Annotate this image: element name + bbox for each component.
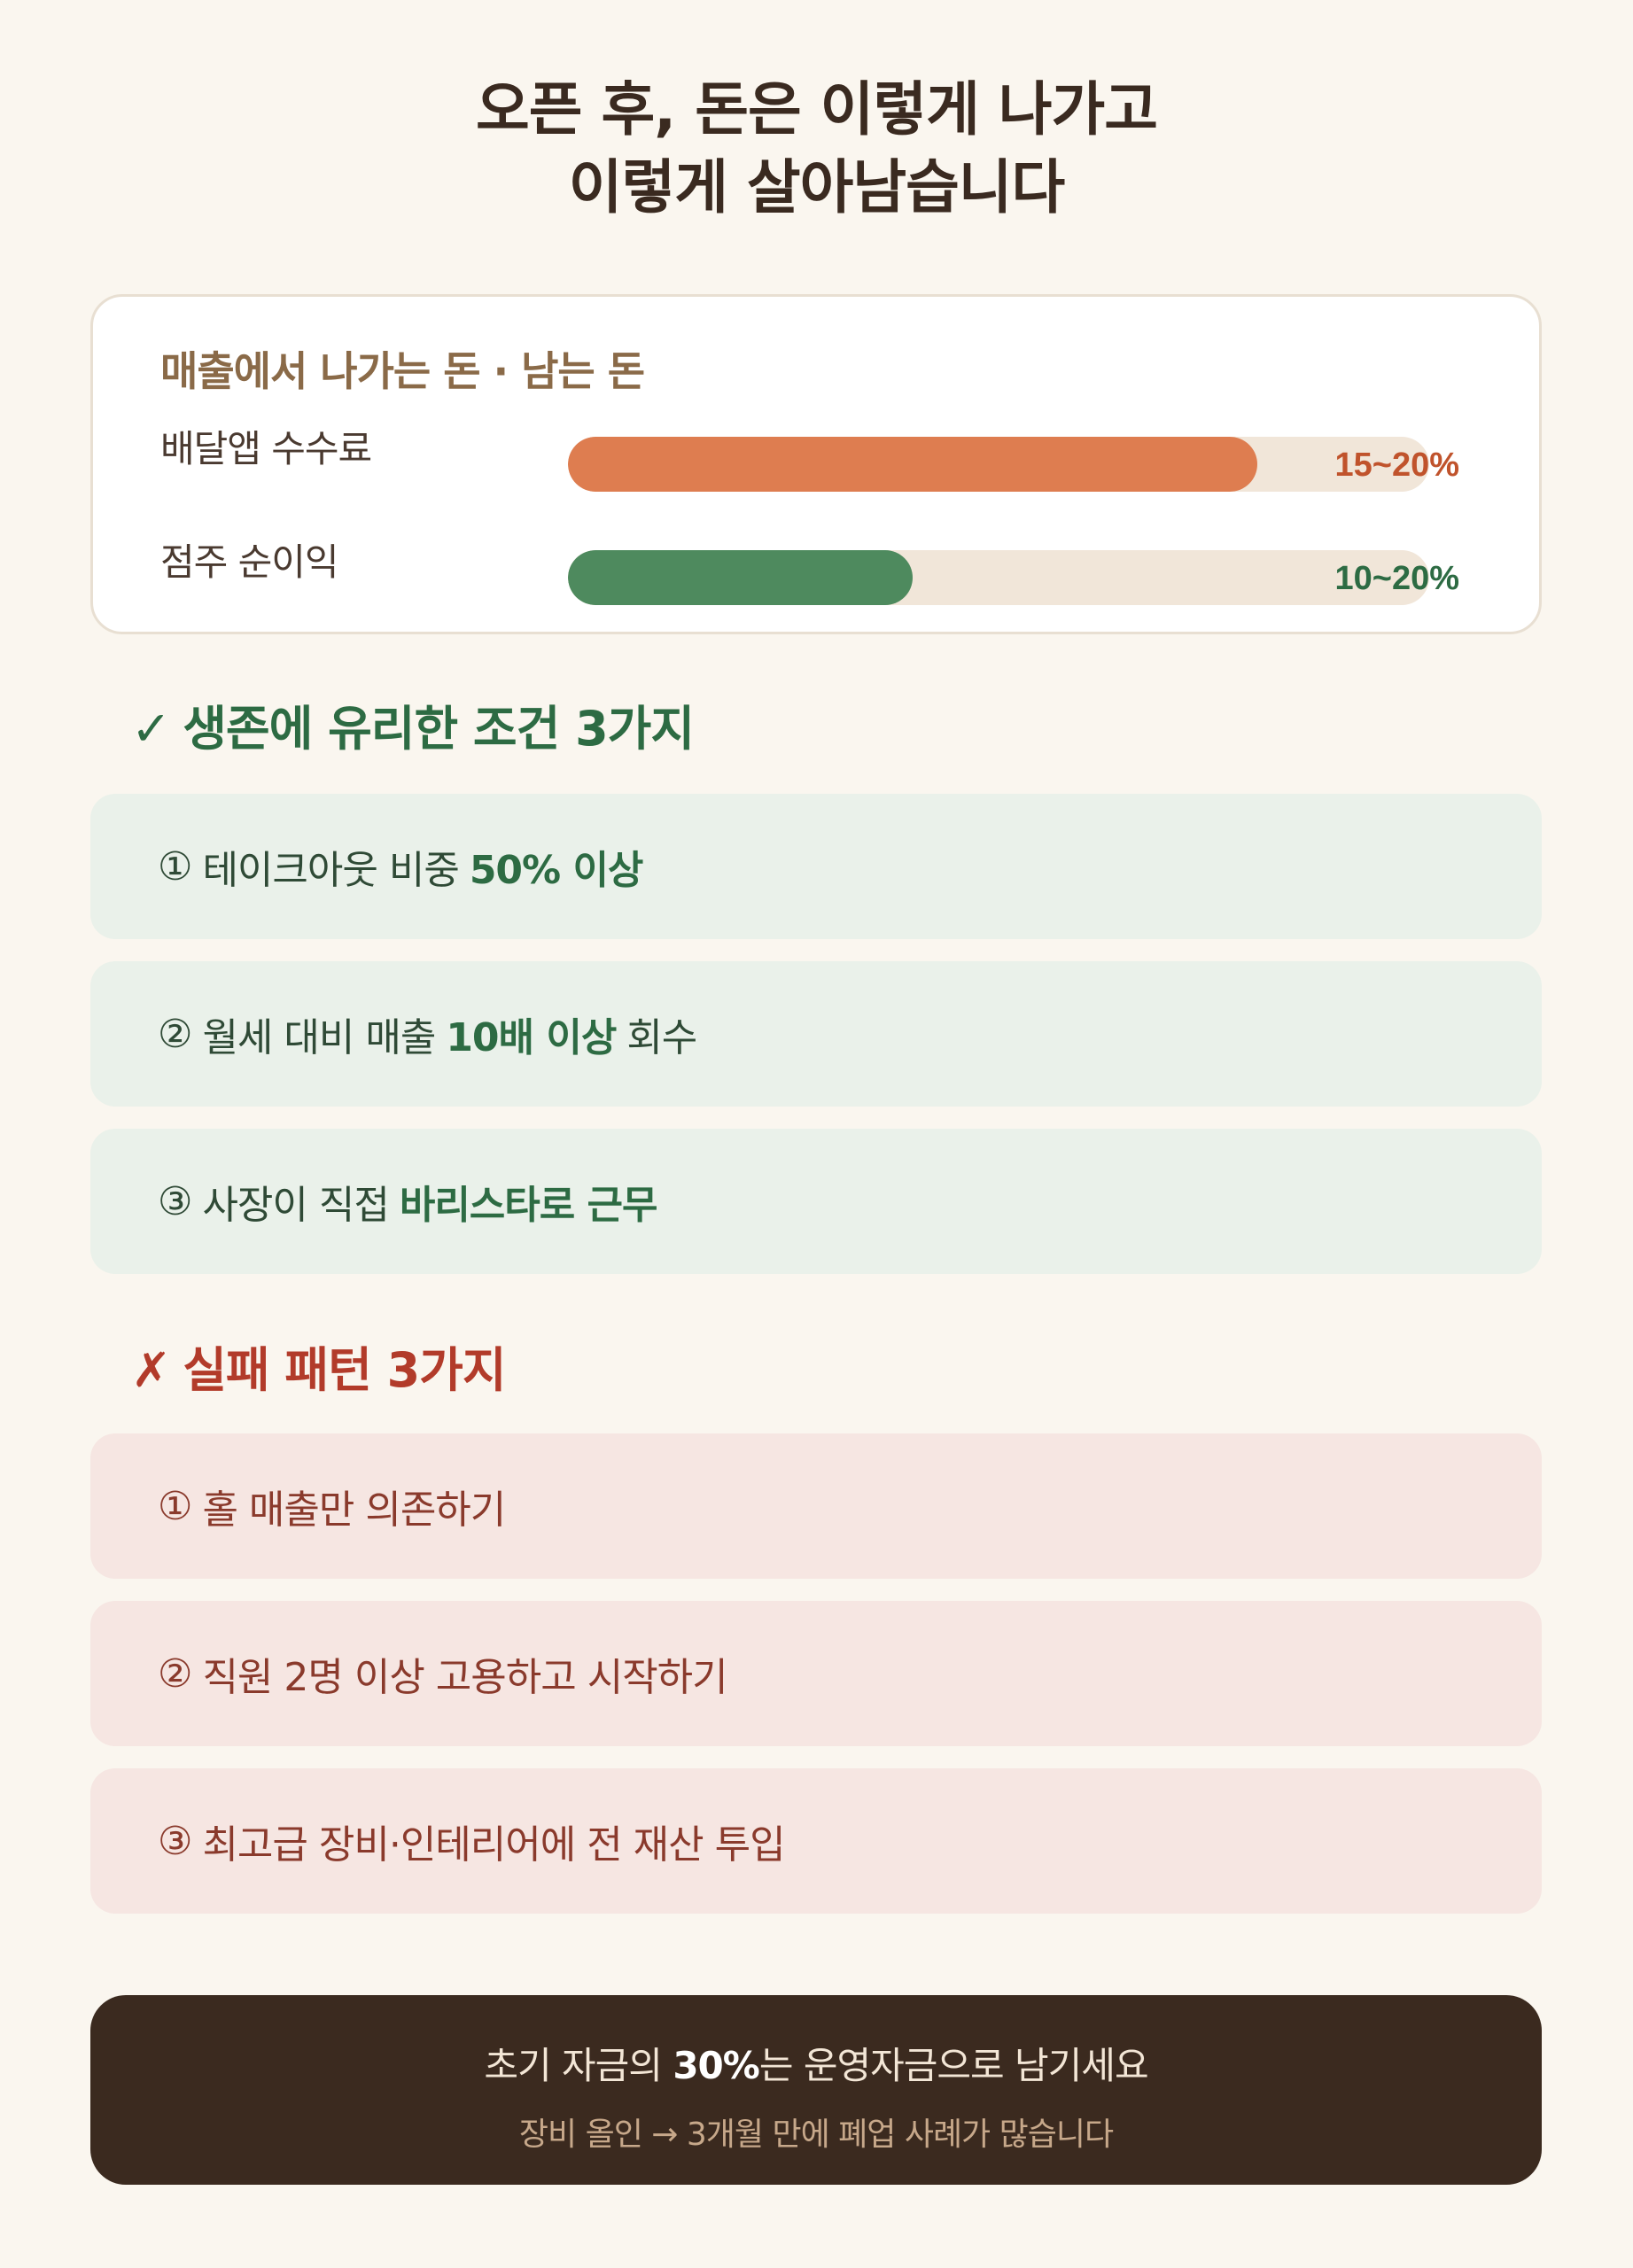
bar-fill-net-profit (568, 550, 913, 605)
footer-text-post: 는 운영자금으로 남기세요 (758, 2044, 1149, 2087)
item-text: 최고급 장비·인테리어에 전 재산 투입 (202, 1822, 785, 1868)
cross-icon: ✗ (131, 1342, 171, 1398)
footer-main-text: 초기 자금의 30%는 운영자금으로 남기세요 (90, 2036, 1542, 2090)
item-emphasis: 바리스타로 근무 (399, 1183, 658, 1228)
bar-label: 점주 순이익 (160, 540, 339, 584)
bar-track (568, 437, 1429, 492)
footer-text-pre: 초기 자금의 (484, 2044, 663, 2087)
survival-item-1: ① 테이크아웃 비중 50% 이상 (90, 794, 1542, 939)
money-card: 매출에서 나가는 돈 · 남는 돈 배달앱 수수료 15~20% 점주 순이익 … (90, 294, 1542, 634)
failure-heading: ✗ 실패 패턴 3가지 (131, 1340, 507, 1402)
check-icon: ✓ (131, 701, 171, 757)
bar-fill-delivery-fee (568, 437, 1257, 492)
bar-label: 배달앱 수수료 (160, 427, 372, 470)
failure-heading-text: 실패 패턴 3가지 (183, 1342, 506, 1398)
footer-banner: 초기 자금의 30%는 운영자금으로 남기세요 장비 올인 → 3개월 만에 폐… (90, 1995, 1542, 2185)
item-number: ② (158, 1651, 192, 1697)
footer-sub-text: 장비 올인 → 3개월 만에 폐업 사례가 많습니다 (518, 2117, 1114, 2153)
failure-item-1: ① 홀 매출만 의존하기 (90, 1433, 1542, 1579)
survival-item-2: ② 월세 대비 매출 10배 이상 회수 (90, 961, 1542, 1107)
bar-value: 10~20% (1334, 560, 1459, 597)
item-emphasis: 10배 이상 (446, 1015, 617, 1060)
money-card-heading: 매출에서 나가는 돈 · 남는 돈 (160, 347, 645, 395)
survival-heading: ✓ 생존에 유리한 조건 3가지 (131, 698, 695, 760)
item-number: ① (158, 1483, 192, 1529)
item-number: ② (158, 1011, 192, 1057)
item-text: 직원 2명 이상 고용하고 시작하기 (202, 1655, 727, 1700)
page-title-line2: 이렇게 살아남습니다 (568, 153, 1065, 221)
failure-item-2: ② 직원 2명 이상 고용하고 시작하기 (90, 1601, 1542, 1746)
item-text-after: 회수 (626, 1015, 697, 1060)
item-text: 홀 매출만 의존하기 (202, 1487, 506, 1533)
footer-emphasis: 30% (673, 2044, 760, 2087)
item-text: 월세 대비 매출 (202, 1015, 436, 1060)
item-text: 테이크아웃 비중 (202, 848, 459, 893)
item-text: 사장이 직접 (202, 1183, 389, 1228)
bar-row-net-profit: 점주 순이익 10~20% (93, 540, 1539, 605)
page-title-line1: 오픈 후, 돈은 이렇게 나가고 (476, 75, 1158, 144)
item-number: ① (158, 843, 192, 889)
page-title: 오픈 후, 돈은 이렇게 나가고 이렇게 살아남습니다 (0, 71, 1633, 227)
failure-item-3: ③ 최고급 장비·인테리어에 전 재산 투입 (90, 1768, 1542, 1914)
survival-item-3: ③ 사장이 직접 바리스타로 근무 (90, 1129, 1542, 1274)
survival-heading-text: 생존에 유리한 조건 3가지 (183, 701, 695, 757)
bar-value: 15~20% (1334, 447, 1459, 484)
item-number: ③ (158, 1818, 192, 1864)
item-emphasis: 50% 이상 (469, 848, 644, 893)
bar-track (568, 550, 1429, 605)
bar-row-delivery-fee: 배달앱 수수료 15~20% (93, 427, 1539, 492)
item-number: ③ (158, 1178, 192, 1224)
